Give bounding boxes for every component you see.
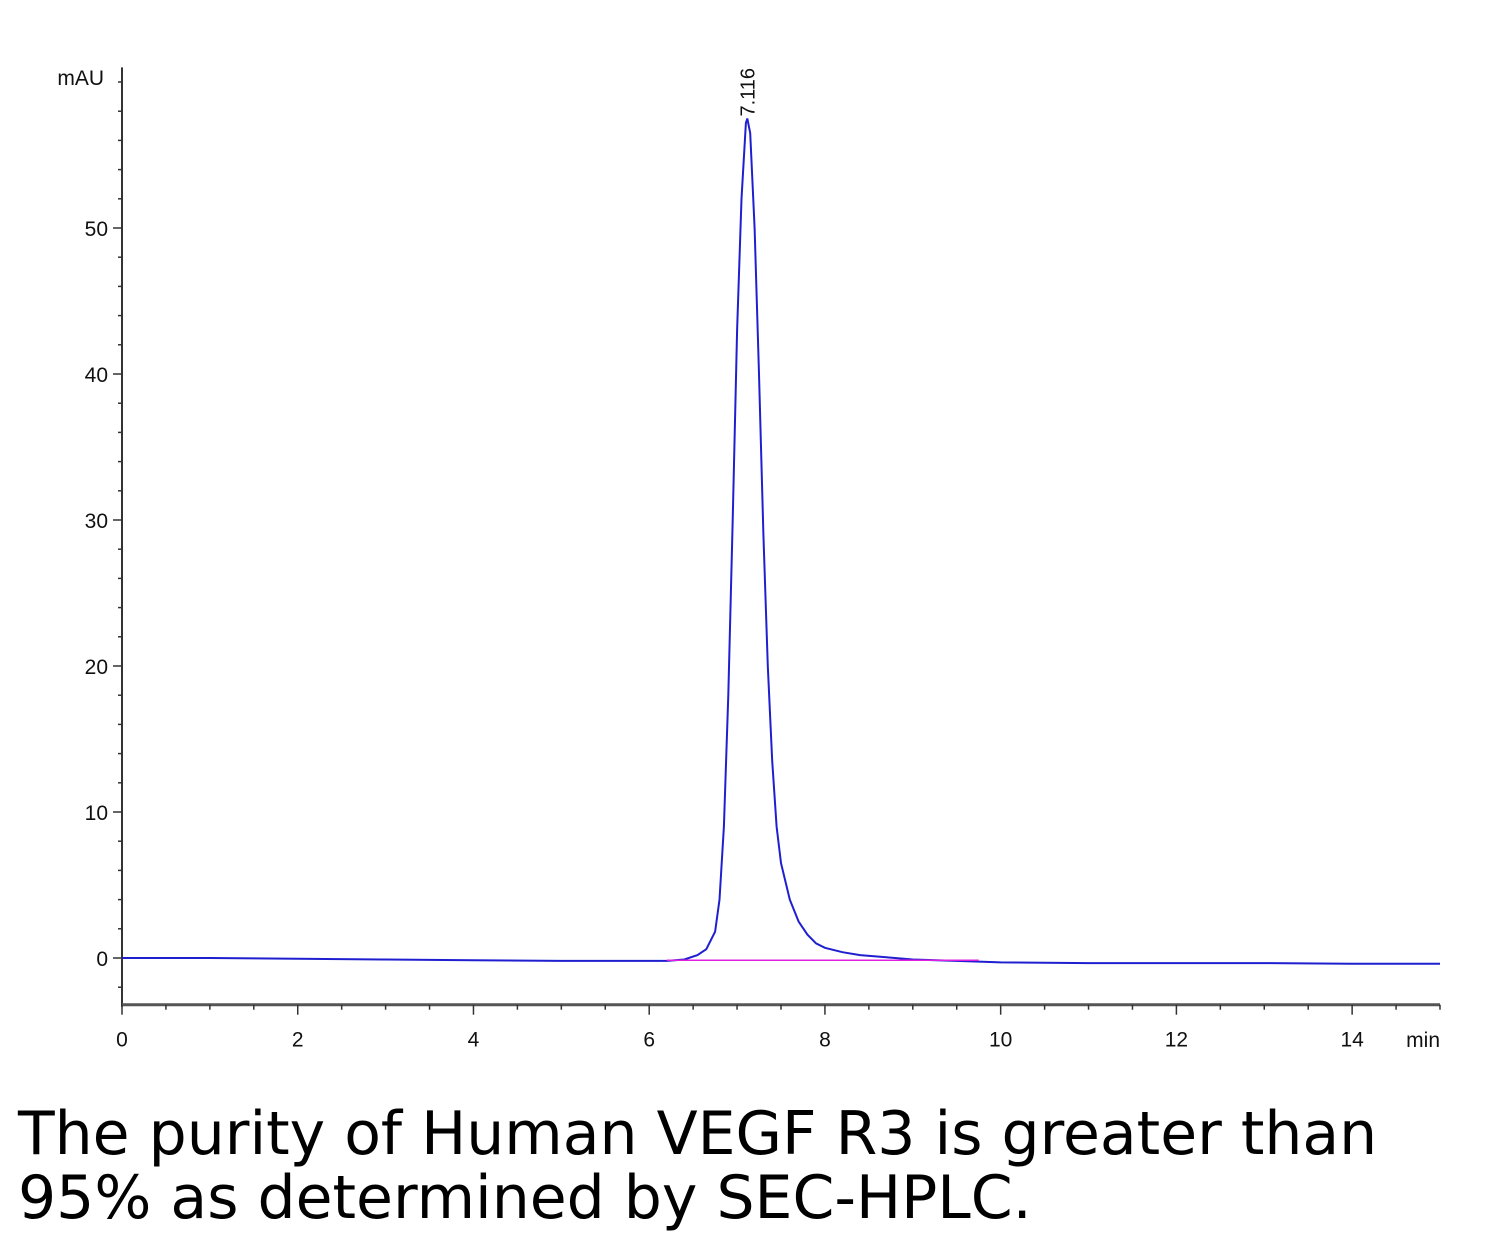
chromatogram-trace (122, 118, 1440, 965)
x-tick-label: 4 (468, 1029, 480, 1052)
y-tick-label: 40 (85, 364, 108, 387)
x-tick-label: 2 (292, 1029, 304, 1052)
x-tick-label: 12 (1165, 1029, 1188, 1052)
caption-line-2: 95% as determined by SEC-HPLC. (18, 1163, 1032, 1233)
caption-line-1: The purity of Human VEGF R3 is greater t… (18, 1099, 1378, 1169)
x-tick-label: 0 (116, 1029, 128, 1052)
x-tick-label: 6 (643, 1029, 655, 1052)
peak-retention-label: 7.116 (737, 68, 759, 117)
y-tick-label: 50 (85, 218, 108, 241)
x-tick-label: 14 (1340, 1029, 1364, 1052)
x-tick-label: 8 (819, 1029, 831, 1052)
x-axis-unit-label: min (1406, 1029, 1440, 1052)
purity-caption: The purity of Human VEGF R3 is greater t… (18, 1102, 1488, 1230)
chromatogram-chart: mAU min 0 10 20 30 40 50 0 2 4 6 8 10 12 14 7.116 (57, 67, 1441, 1052)
y-tick-label: 10 (85, 802, 108, 825)
x-tick-label: 10 (989, 1029, 1012, 1052)
y-tick-label: 0 (96, 948, 108, 971)
y-tick-label: 30 (85, 510, 108, 533)
y-tick-label: 20 (85, 656, 108, 679)
y-axis-unit-label: mAU (57, 67, 104, 90)
